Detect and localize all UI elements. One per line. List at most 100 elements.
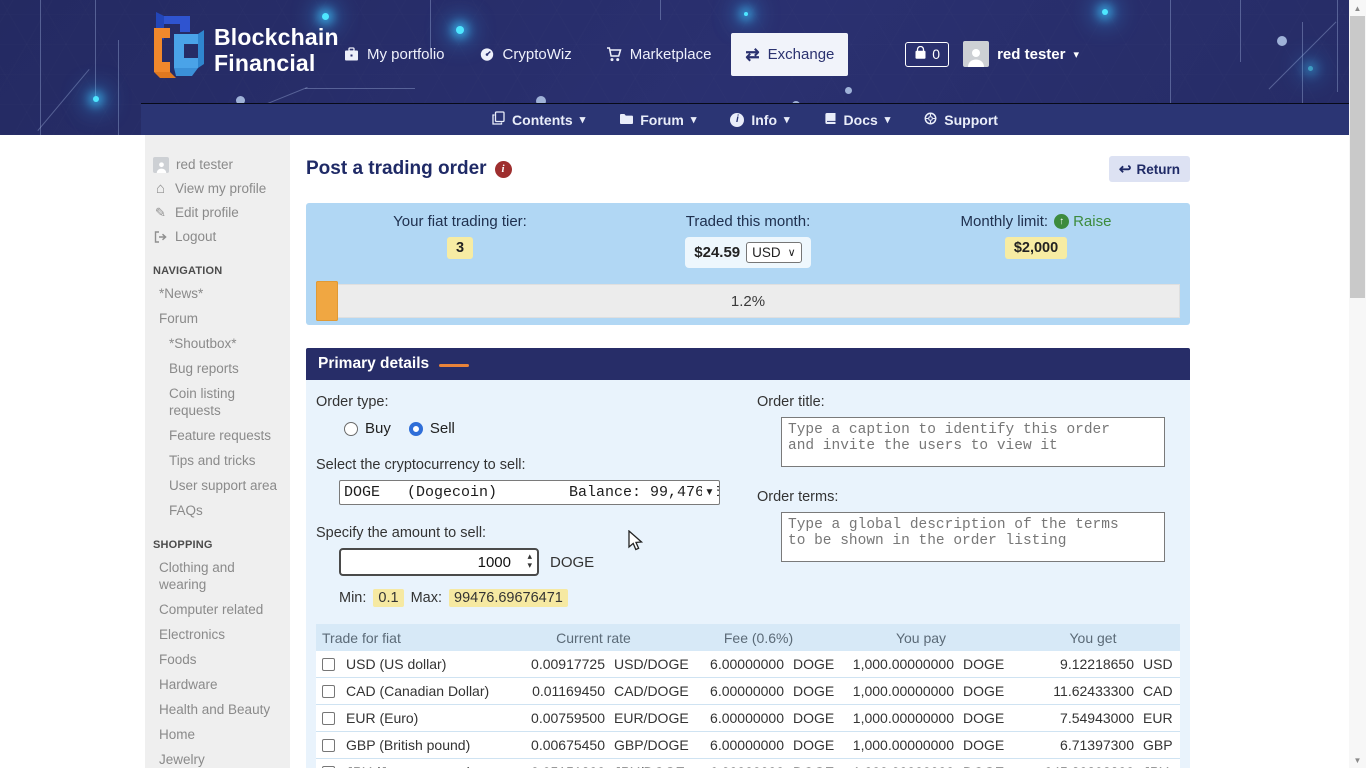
fee-unit: DOGE bbox=[793, 683, 835, 699]
scrollbar-thumb[interactable] bbox=[1350, 16, 1365, 298]
info-icon: i bbox=[730, 112, 745, 127]
order-type-sell-option[interactable]: Sell bbox=[408, 420, 455, 437]
fee-unit: DOGE bbox=[793, 656, 835, 672]
sidebar-nav-list: *News* Forum *Shoutbox* Bug reports Coin lis… bbox=[153, 281, 282, 523]
subnav-item-docs[interactable]: Docs ▾ bbox=[824, 112, 891, 128]
info-icon[interactable]: i bbox=[494, 160, 512, 178]
sidebar-link-label: Computer related bbox=[159, 602, 264, 617]
fiat-checkbox[interactable] bbox=[322, 738, 335, 752]
chevron-down-icon: ▼ bbox=[702, 481, 717, 504]
circuit-line bbox=[40, 0, 41, 135]
sidebar-item-edit-profile[interactable]: ✎ Edit profile bbox=[153, 201, 282, 225]
sidebar-link[interactable]: Forum bbox=[153, 306, 282, 331]
avatar bbox=[963, 41, 990, 67]
brand-name: Blockchain Financial bbox=[214, 23, 339, 76]
sidebar-link[interactable]: Computer related bbox=[153, 597, 282, 622]
folder-icon bbox=[619, 112, 634, 128]
book-icon bbox=[824, 112, 837, 128]
sidebar-link-label: Jewelry bbox=[159, 752, 205, 767]
subnav-item-contents[interactable]: Contents ▾ bbox=[492, 111, 585, 128]
radio-buy[interactable] bbox=[344, 421, 358, 436]
order-type-buy-option[interactable]: Buy bbox=[344, 420, 391, 437]
sidebar-link[interactable]: User support area bbox=[153, 473, 282, 498]
main-header: Blockchain Financial My portfolio Crypto… bbox=[0, 0, 1349, 135]
amount-input[interactable] bbox=[339, 548, 539, 576]
user-menu[interactable]: red tester ▾ bbox=[963, 41, 1079, 67]
col-header-trade-for-fiat: Trade for fiat bbox=[322, 629, 401, 646]
fee-value: 6.00000000 bbox=[710, 683, 784, 699]
cryptocurrency-select[interactable]: DOGE (Dogecoin) Balance: 99,476.69676471… bbox=[339, 480, 720, 505]
sidebar-link[interactable]: Clothing and wearing bbox=[153, 555, 282, 597]
sidebar-link-label: Hardware bbox=[159, 677, 218, 692]
sidebar-link[interactable]: Bug reports bbox=[153, 356, 282, 381]
nav-item-my-portfolio[interactable]: My portfolio bbox=[330, 33, 459, 76]
sidebar-link[interactable]: Tips and tricks bbox=[153, 448, 282, 473]
nav-item-marketplace[interactable]: Marketplace bbox=[592, 33, 726, 76]
chevron-down-icon: ▾ bbox=[1073, 48, 1079, 61]
sidebar-link[interactable]: *News* bbox=[153, 281, 282, 306]
circuit-dot bbox=[845, 87, 852, 94]
sidebar-link[interactable]: FAQs bbox=[153, 498, 282, 523]
fiat-name: CAD (Canadian Dollar) bbox=[346, 683, 490, 699]
sidebar-user-name[interactable]: red tester bbox=[153, 153, 282, 177]
sidebar-item-view-profile[interactable]: ⌂ View my profile bbox=[153, 177, 282, 201]
nav-label: CryptoWiz bbox=[502, 46, 572, 63]
order-title-input[interactable] bbox=[781, 417, 1165, 467]
scrollbar-down-arrow[interactable]: ▼ bbox=[1353, 755, 1362, 765]
circuit-dot bbox=[536, 96, 546, 106]
section-header: Primary details bbox=[306, 348, 1190, 380]
col-header-you-get: You get bbox=[1069, 629, 1117, 646]
sidebar-link[interactable]: Health and Beauty bbox=[153, 697, 282, 722]
fiat-checkbox[interactable] bbox=[322, 684, 335, 698]
raise-limit-link[interactable]: ↑ Raise bbox=[1054, 213, 1111, 230]
fiat-checkbox[interactable] bbox=[322, 711, 335, 725]
sidebar-link[interactable]: Hardware bbox=[153, 672, 282, 697]
brand-logo[interactable]: Blockchain Financial bbox=[146, 10, 339, 89]
pay-unit: DOGE bbox=[963, 710, 1005, 726]
currency-select[interactable]: USD ∨ bbox=[746, 242, 802, 263]
min-value: 0.1 bbox=[373, 589, 404, 607]
sidebar-link[interactable]: Home bbox=[153, 722, 282, 747]
circuit-line bbox=[660, 0, 661, 20]
fiat-checkbox[interactable] bbox=[322, 765, 335, 768]
chevron-down-icon: ▾ bbox=[884, 114, 891, 126]
table-row: USD (US dollar) 0.00917725 USD/DOGE 6.000… bbox=[316, 651, 1180, 678]
crypto-select-value: DOGE (Dogecoin) Balance: 99,476.69676471 bbox=[344, 484, 719, 501]
vertical-scrollbar[interactable]: ▲ ▼ bbox=[1349, 0, 1366, 768]
radio-sell-checked[interactable] bbox=[408, 421, 423, 436]
sidebar-link-label: Clothing and wearing bbox=[159, 560, 235, 592]
get-value: 7.54943000 bbox=[1060, 710, 1134, 726]
sidebar-link[interactable]: Foods bbox=[153, 647, 282, 672]
subnav-label: Forum bbox=[640, 111, 684, 128]
sidebar-link[interactable]: Feature requests bbox=[153, 423, 282, 448]
sidebar-link[interactable]: Electronics bbox=[153, 622, 282, 647]
nav-item-exchange[interactable]: ⇄ Exchange bbox=[731, 33, 849, 76]
nav-item-cryptowiz[interactable]: CryptoWiz bbox=[465, 33, 586, 76]
sidebar-link[interactable]: Coin listing requests bbox=[153, 381, 282, 423]
shopping-bag-button[interactable]: 0 bbox=[905, 41, 950, 67]
top-navigation: My portfolio CryptoWiz Marketplace ⇄ Exc… bbox=[330, 33, 849, 76]
subnav-item-info[interactable]: i Info ▾ bbox=[730, 112, 790, 128]
number-spinner[interactable]: ▴ ▾ bbox=[527, 551, 532, 570]
col-header-current-rate: Current rate bbox=[556, 629, 631, 646]
col-header-fee: Fee (0.6%) bbox=[723, 629, 794, 646]
sidebar-link[interactable]: Jewelry bbox=[153, 747, 282, 768]
order-terms-label: Order terms: bbox=[757, 489, 839, 505]
fiat-name: GBP (British pound) bbox=[346, 737, 471, 753]
fiat-checkbox[interactable] bbox=[322, 657, 335, 671]
glow-dot bbox=[93, 96, 99, 102]
section-body: Order type: Buy Sell Select the cryp bbox=[306, 380, 1190, 768]
scrollbar-up-arrow[interactable]: ▲ bbox=[1353, 3, 1362, 13]
sidebar-link-label: FAQs bbox=[169, 503, 203, 518]
sidebar-link[interactable]: *Shoutbox* bbox=[153, 331, 282, 356]
circuit-dot bbox=[236, 96, 245, 105]
subnav-item-forum[interactable]: Forum ▾ bbox=[619, 112, 696, 128]
select-crypto-label: Select the cryptocurrency to sell: bbox=[316, 457, 526, 473]
order-terms-input[interactable] bbox=[781, 512, 1165, 562]
circuit-line bbox=[118, 40, 119, 135]
sidebar-link-label: Forum bbox=[159, 311, 199, 326]
sidebar-item-logout[interactable]: Logout bbox=[153, 225, 282, 249]
return-button[interactable]: ↩ Return bbox=[1108, 156, 1190, 182]
page-title: Post a trading order bbox=[306, 158, 487, 179]
subnav-item-support[interactable]: Support bbox=[924, 112, 998, 128]
